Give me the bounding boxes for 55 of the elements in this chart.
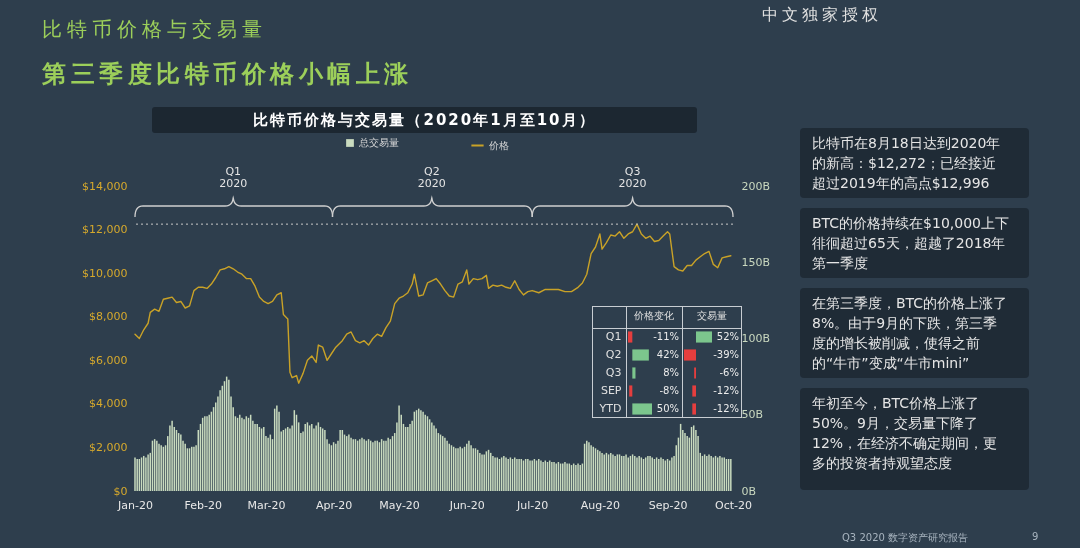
legend-label: 总交易量 [358, 137, 399, 148]
y-tick-label: Q2 [605, 348, 622, 361]
y-tick-label: $0 [113, 484, 128, 498]
x2-tick-label: Q1 2020 [219, 165, 248, 190]
x2-tick-label: Q2 2020 [417, 165, 446, 190]
text: Q3 2020 数字资产研究报告 [842, 531, 969, 545]
y2-tick-label: 0B [741, 484, 757, 498]
x-tick-label: May-20 [379, 498, 420, 512]
data-label: -11% [653, 331, 679, 342]
x-tick-label: Aug-20 [580, 498, 621, 512]
y-tick-label: Q3 [605, 366, 622, 379]
y-tick-label: $6,000 [89, 353, 128, 367]
y2-tick-label: 200B [741, 179, 771, 193]
x-tick-label: Oct-20 [715, 498, 752, 512]
legend-label: 价格 [488, 139, 509, 151]
x2-tick-label: Q3 2020 [618, 165, 647, 190]
bar [632, 403, 652, 415]
x-tick-label: Feb-20 [184, 498, 222, 512]
y-tick-label: $2,000 [89, 440, 128, 454]
x-tick-label: Mar-20 [247, 498, 286, 512]
y-tick-label: $4,000 [89, 397, 128, 411]
data-label: -6% [719, 367, 739, 378]
data-label: 50% [656, 403, 679, 414]
x-tick-label: Jan-20 [117, 498, 153, 512]
y2-tick-label: 150B [741, 255, 771, 269]
y2-tick-label: 100B [741, 332, 771, 345]
data-label: -12% [713, 403, 739, 414]
y-tick-label: $12,000 [82, 223, 128, 237]
y-tick-label: $8,000 [89, 310, 128, 324]
bar [629, 385, 633, 397]
y-tick-label: SEP [600, 384, 622, 397]
chart-title: 价格变化 [633, 310, 674, 321]
data-label: -12% [713, 385, 739, 396]
data-label: -8% [659, 385, 679, 396]
y-tick-label: YTD [598, 402, 622, 415]
y-tick-label: Q1 [605, 330, 622, 343]
x-tick-label: Jul-20 [516, 498, 549, 512]
y-tick-label: $14,000 [82, 179, 128, 193]
bar [628, 331, 633, 343]
bar [632, 367, 636, 379]
chart-title: 交易量 [697, 310, 727, 321]
x-tick-label: Sep-20 [648, 498, 688, 512]
text: 中文独家授权 [762, 5, 882, 26]
x-tick-label: Jun-20 [448, 498, 485, 512]
bar [632, 349, 649, 361]
text: 比特币价格与交易量 [42, 16, 267, 43]
text: 第三季度比特币价格小幅上涨 [42, 59, 413, 90]
text: 9 [1032, 531, 1039, 542]
y2-tick-label: 50B [741, 408, 764, 422]
data-label: 52% [716, 331, 739, 342]
data-label: 42% [656, 349, 679, 360]
data-label: -39% [713, 349, 739, 360]
y-tick-label: $10,000 [82, 266, 128, 280]
data-label: 8% [663, 367, 679, 378]
x-tick-label: Apr-20 [315, 498, 353, 512]
